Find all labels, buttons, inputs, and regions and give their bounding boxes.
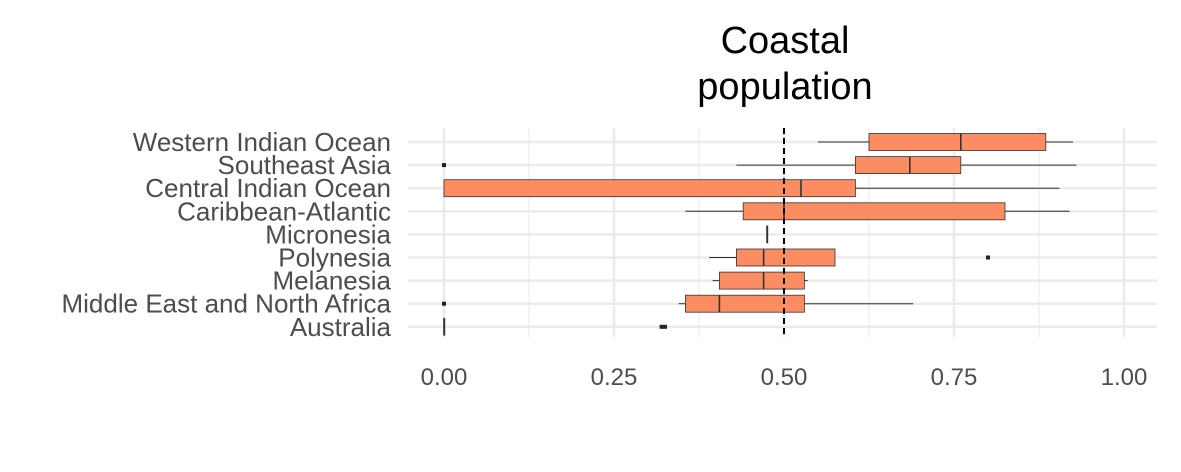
x-tick-label: 0.75 (931, 364, 978, 391)
box-central-indian-ocean (443, 179, 1060, 198)
category-label: Polynesia (278, 243, 391, 273)
box-series (442, 133, 1077, 336)
iqr-box (736, 248, 836, 267)
x-tick-label: 0.50 (761, 364, 808, 391)
iqr-box (719, 271, 805, 290)
x-tick-label: 0.00 (421, 364, 468, 391)
box-western-indian-ocean (818, 133, 1073, 151)
iqr-box (443, 179, 856, 198)
category-label: Caribbean-Atlantic (177, 196, 391, 226)
box-australia (443, 317, 667, 336)
chart-title-line-2: population (697, 66, 873, 108)
outlier-point (986, 255, 990, 260)
outlier-point (442, 301, 446, 306)
iqr-box (855, 156, 962, 175)
box-polynesia (709, 248, 990, 267)
outlier-point (663, 324, 667, 329)
box-middle-east-and-north-africa (442, 294, 914, 313)
box-micronesia (766, 225, 769, 244)
outlier-point (442, 163, 446, 168)
category-label: Micronesia (265, 219, 391, 249)
category-label: Western Indian Ocean (133, 127, 391, 157)
x-tick-label: 1.00 (1101, 364, 1148, 391)
x-tick-label: 0.25 (591, 364, 638, 391)
chart-title-line-1: Coastal (720, 20, 850, 62)
category-label: Southeast Asia (218, 150, 392, 180)
category-label: Middle East and North Africa (62, 289, 392, 319)
box-southeast-asia (442, 156, 1077, 175)
iqr-box (868, 133, 1047, 151)
outlier-point (659, 324, 664, 329)
iqr-box (742, 202, 1006, 221)
box-caribbean-atlantic (685, 202, 1070, 221)
box-melanesia (712, 271, 808, 290)
x-axis-ticks: 0.00 0.25 0.50 0.75 1.00 (421, 364, 1148, 391)
category-label: Australia (290, 312, 392, 342)
iqr-box (685, 294, 805, 313)
category-label: Melanesia (272, 266, 391, 296)
category-label: Central Indian Ocean (145, 173, 391, 203)
